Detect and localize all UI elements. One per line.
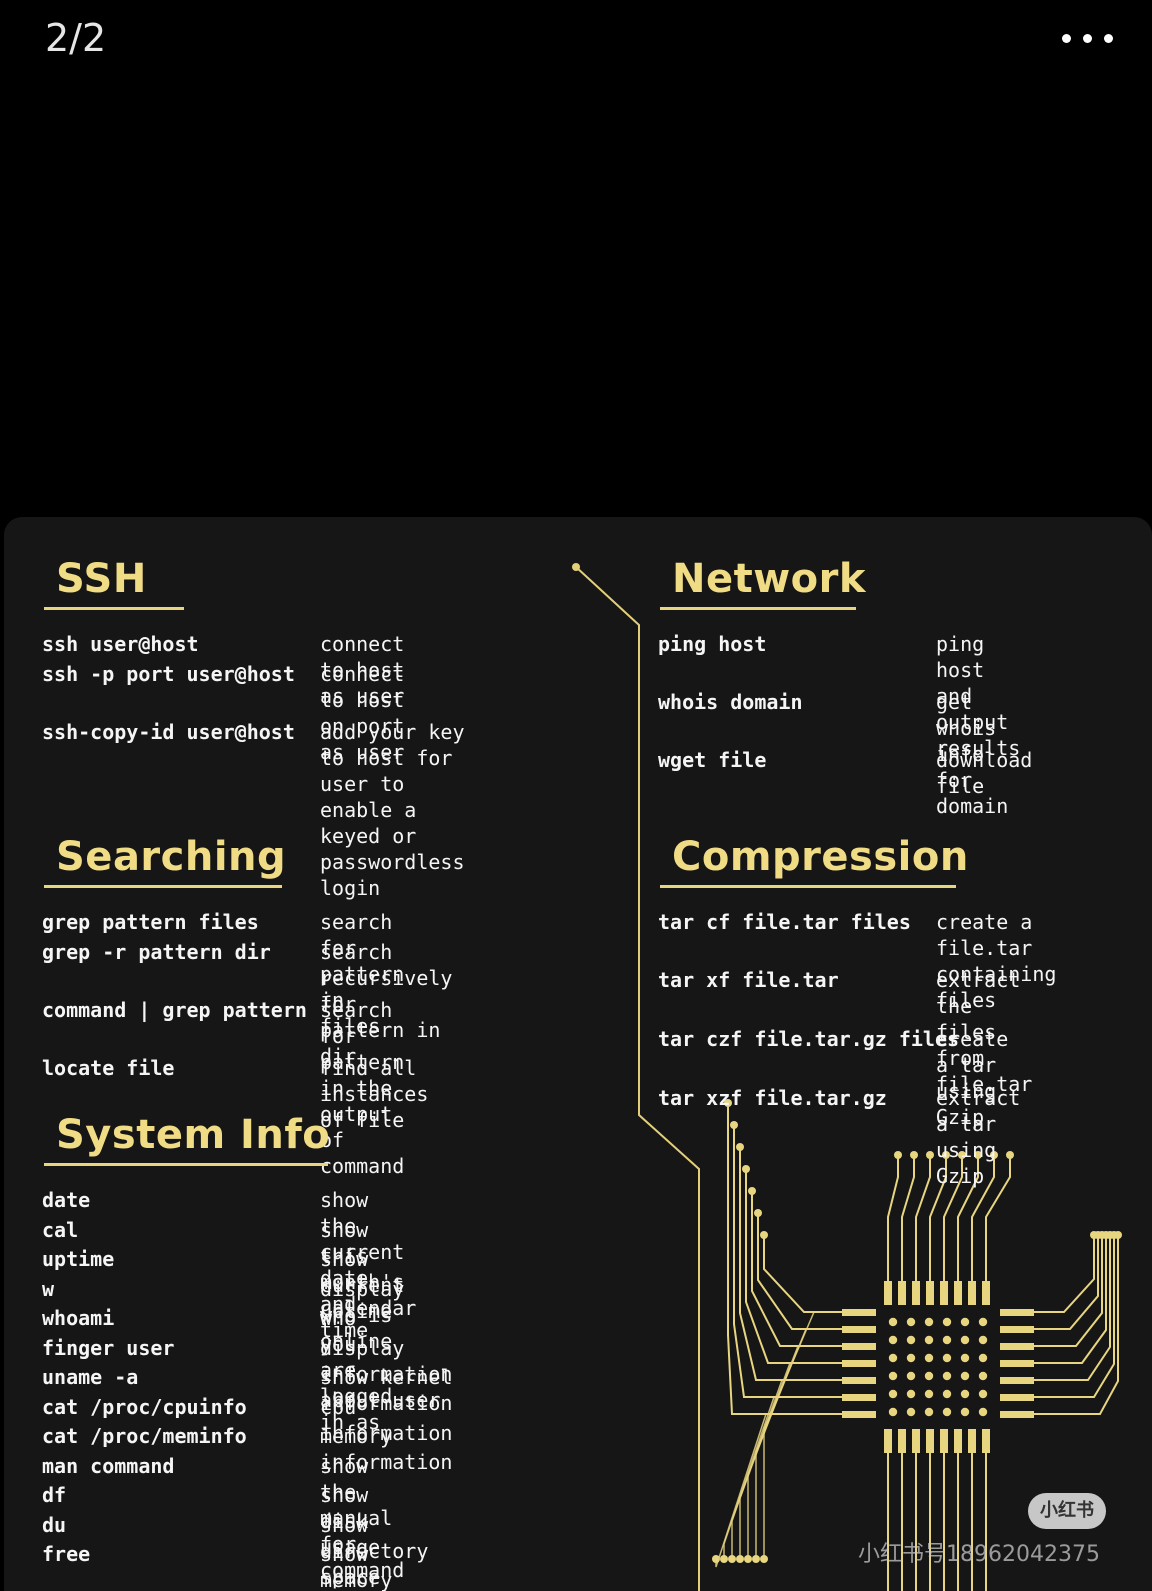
command-text: du [42,1513,67,1537]
cheatsheet-card: SSH ssh user@host connect to host as user… [4,517,1152,1591]
command-description: search for pattern in the output of comm… [320,998,405,1178]
command-text: tar czf file.tar.gz files [658,1027,960,1051]
command-description: find all instances of file [320,1056,429,1132]
command-description: ping host and output results [936,632,1021,760]
command-description: show kernel information [320,1365,453,1415]
command-text: ssh user@host [42,632,199,656]
command-description: cpu information [320,1395,453,1445]
command-text: cal [42,1218,79,1242]
compression-heading: Compression [660,831,968,888]
command-text: tar cf file.tar files [658,910,911,934]
command-description: create a tar using Gzip [936,1027,1009,1129]
command-text: tar xf file.tar [658,968,839,992]
command-text: free [42,1542,91,1566]
trace-end-dot [572,563,580,571]
command-text: tar xzf file.tar.gz [658,1086,887,1110]
image-counter: 2/2 [45,16,107,60]
command-text: ping host [658,632,767,656]
command-text: man command [42,1454,175,1478]
command-description: show disk usage [320,1483,381,1559]
command-description: show this month's calendar [320,1218,417,1320]
system-info-heading: System Info [44,1109,330,1166]
chip-icon [712,1099,1122,1591]
command-text: cat /proc/meminfo [42,1424,247,1448]
command-description: extract a tar using Gzip [936,1086,1021,1188]
viewer-topbar: 2/2 [0,0,1152,80]
command-text: ssh-copy-id user@host [42,720,295,744]
command-description: show current uptime [320,1247,405,1323]
watermark-id: 小红书号18962042375 [858,1542,1100,1567]
command-text: grep pattern files [42,910,259,934]
command-description: display information about user [320,1336,453,1412]
command-description: show the manual for command [320,1454,405,1582]
command-description: memory information [320,1424,453,1474]
command-text: locate file [42,1056,175,1080]
command-description: connect to host as user [320,632,405,708]
command-description: connect to host on port as user [320,662,405,764]
command-description: get whois info for domain [936,690,1009,818]
command-description: display who is online [320,1277,405,1353]
command-text: w [42,1277,55,1301]
command-description: create a file.tar containing files [936,910,1057,1012]
command-description: download file [936,748,1033,798]
watermark-logo: 小红书 [1028,1493,1106,1529]
command-description: show the current date and time [320,1188,405,1342]
divider-trace [575,566,700,1591]
network-heading: Network [660,553,866,610]
command-description: show directory space usage [320,1513,429,1589]
command-description: who you are logged in as [320,1306,393,1434]
command-text: date [42,1188,91,1212]
searching-heading: Searching [44,831,286,888]
ssh-heading: SSH [44,553,184,610]
command-text: whois domain [658,690,803,714]
command-description: show memory and swap usage [320,1542,393,1591]
command-text: cat /proc/cpuinfo [42,1395,247,1419]
command-description: search for pattern in files [320,910,405,1038]
command-text: ssh -p port user@host [42,662,295,686]
command-text: grep -r pattern dir [42,940,271,964]
command-text: uname -a [42,1365,139,1389]
more-options-icon[interactable] [1052,22,1122,52]
command-text: finger user [42,1336,175,1360]
command-text: command | grep pattern [42,998,307,1022]
command-description: search recursively for pattern in dir [320,940,453,1068]
command-text: df [42,1483,67,1507]
command-description: add your key to host for user to enable … [320,720,465,900]
command-description: extract the files from file.tar [936,968,1033,1096]
command-text: uptime [42,1247,115,1271]
circuit-decoration [572,563,1122,1591]
command-text: wget file [658,748,767,772]
command-text: whoami [42,1306,115,1330]
